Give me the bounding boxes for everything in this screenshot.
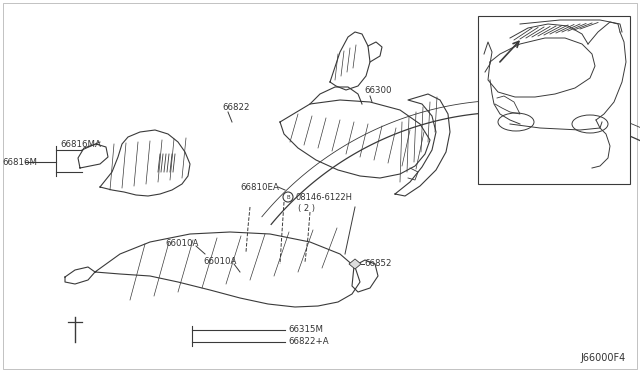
Text: 66816MA: 66816MA	[60, 140, 101, 148]
Text: J66000F4: J66000F4	[580, 353, 625, 363]
Polygon shape	[349, 259, 361, 269]
Text: 08146-6122H: 08146-6122H	[296, 192, 353, 202]
Text: 66810EA: 66810EA	[240, 183, 279, 192]
Text: ( 2 ): ( 2 )	[298, 203, 315, 212]
Text: 66816M: 66816M	[2, 157, 37, 167]
Bar	[478, 16, 630, 184]
Text: 66010A: 66010A	[165, 238, 198, 247]
Text: 66822+A: 66822+A	[288, 337, 328, 346]
Text: 66010A: 66010A	[203, 257, 236, 266]
Text: 66852: 66852	[364, 260, 392, 269]
Text: 66315M: 66315M	[288, 326, 323, 334]
Text: 66300: 66300	[364, 86, 392, 94]
Text: 66822: 66822	[222, 103, 250, 112]
Text: B: B	[286, 195, 290, 199]
